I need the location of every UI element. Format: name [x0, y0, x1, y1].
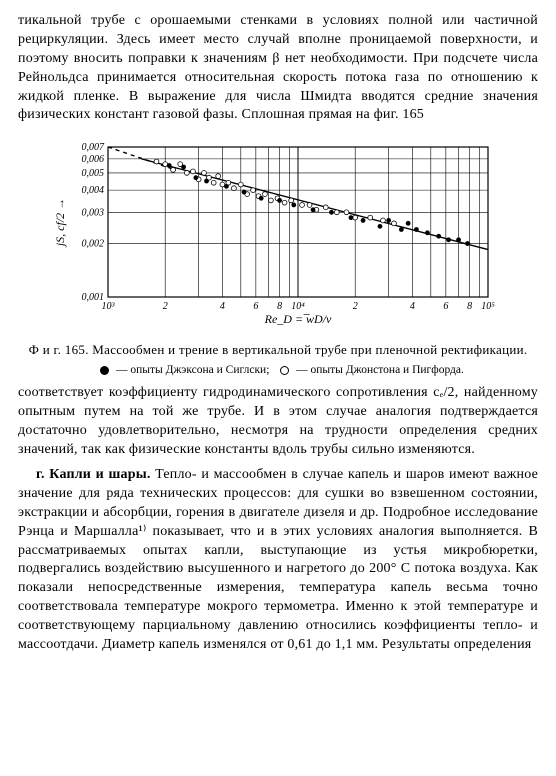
svg-text:2: 2 [163, 301, 168, 312]
paragraph-mid: соответствует коэффициенту гидродинамиче… [18, 384, 538, 460]
svg-text:0,007: 0,007 [82, 142, 106, 153]
svg-text:4: 4 [220, 301, 225, 312]
svg-text:0,006: 0,006 [82, 154, 105, 165]
svg-text:0,003: 0,003 [82, 208, 105, 219]
legend-marker-open [280, 366, 289, 375]
paragraph-bottom: г. Капли и шары. Тепло- и массообмен в с… [18, 466, 538, 655]
svg-text:4: 4 [410, 301, 415, 312]
section-lead: г. Капли и шары. [36, 467, 151, 482]
svg-text:0,005: 0,005 [82, 168, 105, 179]
svg-text:6: 6 [443, 301, 448, 312]
svg-text:10⁴: 10⁴ [291, 301, 305, 312]
svg-text:6: 6 [253, 301, 258, 312]
svg-text:0,004: 0,004 [82, 185, 105, 196]
svg-text:0,001: 0,001 [82, 292, 105, 303]
svg-text:0,002: 0,002 [82, 239, 105, 250]
legend-marker-filled [100, 366, 109, 375]
figure-legend: — опыты Джэксона и Сиглски; — опыты Джон… [18, 363, 538, 379]
chart-svg: 10³246810⁴246810⁵0,0010,0020,0030,0040,0… [48, 135, 508, 335]
svg-text:8: 8 [467, 301, 472, 312]
figure-165: 10³246810⁴246810⁵0,0010,0020,0030,0040,0… [18, 135, 538, 378]
svg-text:jS, cf/2 →: jS, cf/2 → [53, 198, 67, 248]
svg-text:2: 2 [353, 301, 358, 312]
figure-caption: Ф и г. 165. Массообмен и трение в вертик… [18, 341, 538, 359]
svg-text:8: 8 [277, 301, 282, 312]
legend-text-open: — опыты Джонстона и Пигфорда. [293, 364, 464, 376]
svg-text:Re_D = ̅wD/ν: Re_D = ̅wD/ν [264, 312, 332, 326]
svg-text:10⁵: 10⁵ [481, 301, 495, 312]
section-body: Тепло- и массообмен в случае капель и ша… [18, 467, 538, 652]
paragraph-top: тикальной трубе с орошаемыми стенками в … [18, 12, 538, 125]
legend-text-fill: — опыты Джэксона и Сиглски; [113, 364, 272, 376]
